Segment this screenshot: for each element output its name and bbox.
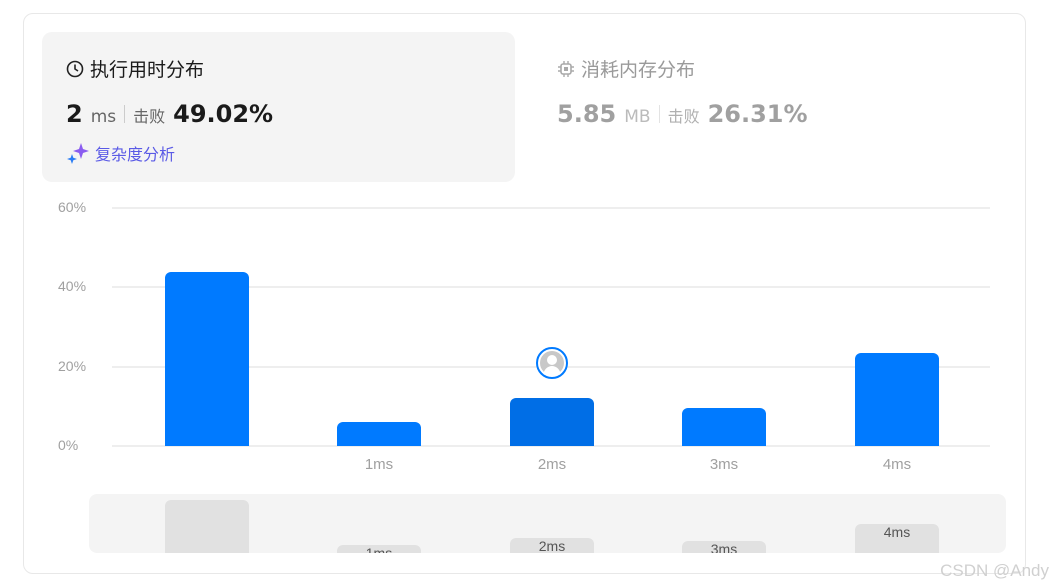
x-tick-label: 4ms	[882, 456, 912, 473]
y-tick-label: 60%	[58, 199, 87, 215]
runtime-title[interactable]: 执行用时分布	[66, 55, 204, 82]
x-tick-label: 2ms	[537, 456, 567, 473]
chip-icon	[558, 60, 574, 77]
y-tick-label: 0%	[58, 437, 79, 453]
divider	[124, 105, 126, 123]
x-tick-label: 1ms	[364, 456, 394, 473]
navigator-bar: 3ms	[682, 541, 766, 553]
bar[interactable]	[682, 407, 766, 446]
beats-label: 击败	[667, 107, 700, 126]
complexity-analysis-link[interactable]: 复杂度分析	[67, 141, 175, 165]
divider	[658, 105, 660, 123]
memory-unit: MB	[624, 107, 651, 127]
memory-stat: 5.85 MB 击败 26.31%	[557, 100, 808, 128]
runtime-panel[interactable]	[42, 32, 515, 182]
gridline	[112, 207, 990, 209]
navigator-bar	[165, 499, 249, 553]
x-tick-label: 3ms	[709, 456, 739, 473]
sparkle-icon	[67, 143, 89, 164]
runtime-value: 2	[66, 100, 83, 128]
y-tick-label: 40%	[58, 278, 87, 295]
bar[interactable]	[855, 353, 939, 446]
complexity-analysis-text: 复杂度分析	[95, 145, 176, 164]
runtime-beats: 49.02%	[173, 100, 274, 128]
beats-label: 击败	[133, 107, 166, 126]
clock-icon	[66, 60, 84, 77]
avatar-icon	[540, 351, 564, 375]
memory-title-text: 消耗内存分布	[581, 59, 696, 81]
gridline	[112, 286, 990, 289]
y-tick-label: 20%	[58, 357, 87, 374]
bar[interactable]	[337, 422, 421, 446]
navigator-bar: 2ms	[510, 538, 594, 553]
navigator-bar: 4ms	[855, 524, 939, 553]
navigator-bar: 1ms	[337, 545, 421, 553]
user-avatar-marker	[536, 347, 568, 379]
bar[interactable]	[165, 272, 249, 446]
watermark: CSDN @Andy	[940, 561, 1049, 580]
runtime-unit: ms	[90, 107, 117, 127]
memory-beats: 26.31%	[707, 100, 808, 128]
bar[interactable]	[510, 398, 594, 446]
gridline	[112, 445, 990, 447]
memory-title[interactable]: 消耗内存分布	[557, 55, 695, 82]
runtime-title-text: 执行用时分布	[90, 59, 205, 81]
memory-value: 5.85	[557, 100, 617, 128]
runtime-stat: 2 ms 击败 49.02%	[66, 100, 273, 128]
range-navigator[interactable]: 1ms 2ms 3ms 4ms	[89, 494, 1006, 553]
